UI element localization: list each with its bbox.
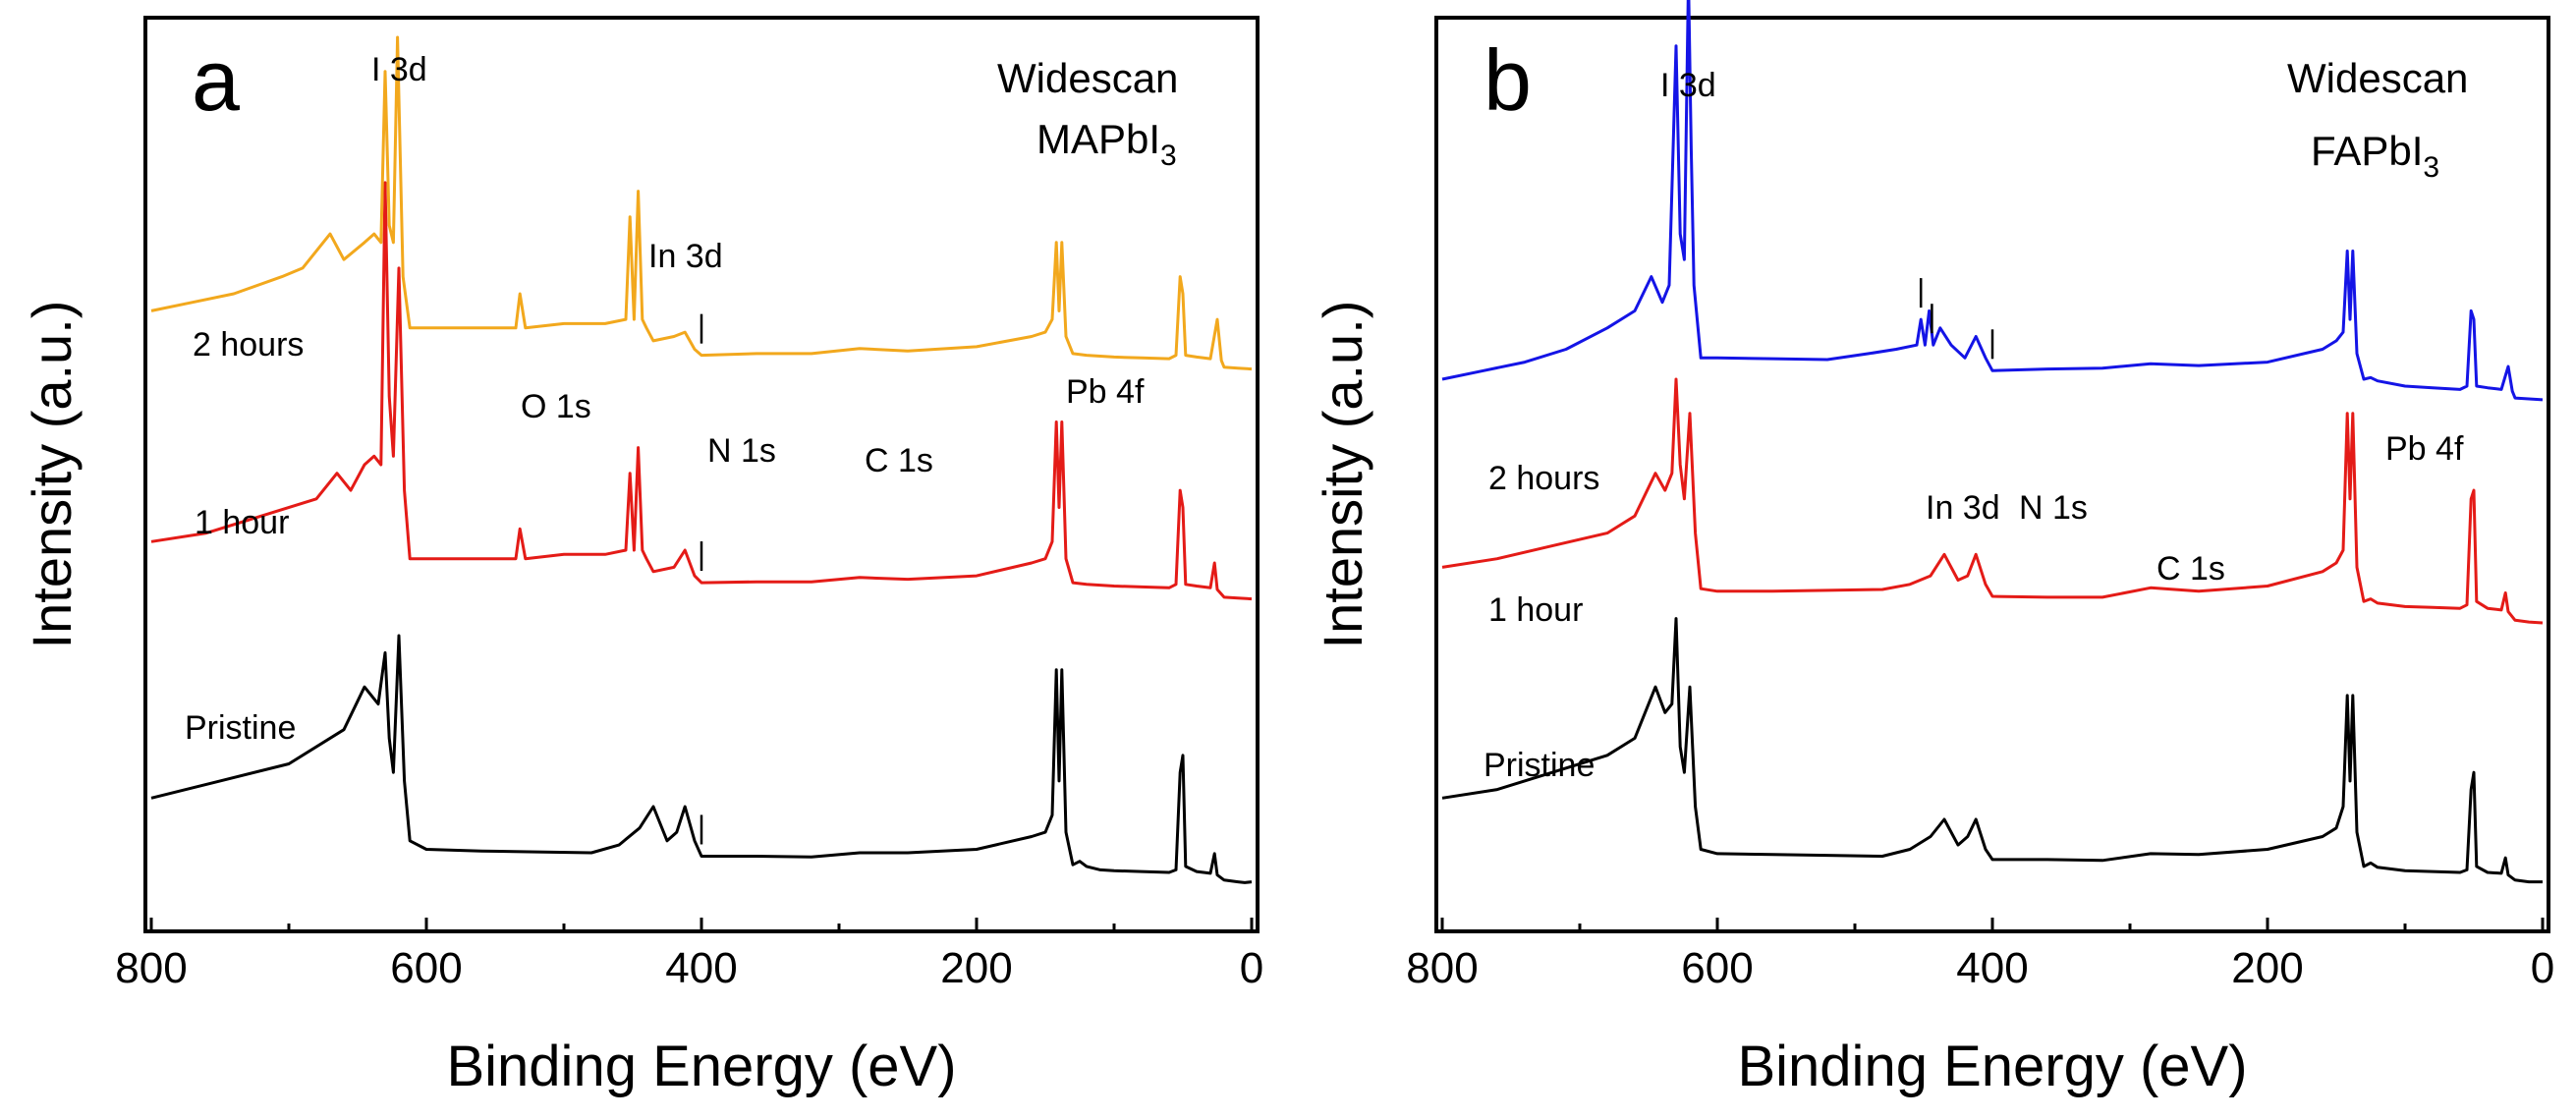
panel-b-peak-labels: I 3d In 3d N 1s C 1s Pb 4f (1660, 67, 2464, 588)
panel-b-xtick-label-0: 0 (2531, 944, 2554, 992)
panel-b-trace-2-hours (1441, 0, 2544, 402)
panel-a-letter: a (192, 31, 240, 129)
panel-a-xtick-label-400: 400 (665, 944, 737, 992)
panel-b-xtick-label-200: 200 (2231, 944, 2303, 992)
panel-a-peak-label-c-1s: C 1s (865, 442, 933, 479)
panel-b-series (1441, 0, 2544, 884)
panel-a-xtick-label-600: 600 (390, 944, 462, 992)
panel-b-series-label-2-hours: 2 hours (1488, 460, 1599, 497)
panel-a-trace-2-hours (150, 35, 1253, 371)
panel-b-material-subscript: 3 (2423, 151, 2439, 184)
panel-a-material-subscript: 3 (1160, 140, 1177, 172)
panel-b-peak-label-c-1s: C 1s (2156, 550, 2225, 588)
panel-a-peak-label-n-1s: N 1s (707, 432, 776, 470)
panel-a-widescan-label: Widescan (997, 55, 1178, 101)
panel-a-peak-label-in-3d: In 3d (648, 238, 723, 275)
panel-a-peak-label-i-3d: I 3d (371, 51, 427, 88)
panel-b-xtick-label-600: 600 (1681, 944, 1753, 992)
panel-a-series-labels: Pristine 1 hour 2 hours (185, 326, 304, 747)
panel-a-trace-pristine (150, 634, 1253, 884)
panel-b-marker-ticks (1919, 278, 1994, 360)
panel-b-widescan-label: Widescan (2287, 55, 2468, 101)
panel-b-series-labels: Pristine 1 hour 2 hours (1484, 460, 1599, 784)
panel-b-trace-1-hour (1441, 377, 2544, 625)
panel-b-peak-label-pb-4f: Pb 4f (2385, 430, 2464, 468)
panel-b-material-label: FAPbI3 (2311, 128, 2439, 184)
panel-a-material-label: MAPbI3 (1036, 116, 1177, 172)
panel-b-series-label-pristine: Pristine (1484, 747, 1595, 784)
panel-a-xtick-label-800: 800 (115, 944, 187, 992)
panel-b-letter: b (1484, 31, 1532, 129)
panel-b-xtick-label-800: 800 (1406, 944, 1478, 992)
panel-b-peak-label-n-1s: N 1s (2019, 489, 2088, 527)
panel-a-x-tick-labels: 800 600 400 200 0 (115, 944, 1263, 992)
panel-b-xtick-label-400: 400 (1956, 944, 2028, 992)
panel-a-series-label-2-hours: 2 hours (193, 326, 304, 364)
panel-a-x-axis-label: Binding Energy (eV) (446, 1035, 956, 1098)
panel-a-series-label-1-hour: 1 hour (195, 504, 289, 541)
panel-a: 800 600 400 200 0 I 3d In 3d O 1s N 1s C 1s Pb 4f… (21, 16, 1263, 1098)
panel-a-trace-1-hour (150, 181, 1253, 601)
panel-a-series (150, 35, 1253, 884)
panel-a-material-prefix: MAPbI (1036, 116, 1160, 162)
panel-b-x-axis-label: Binding Energy (eV) (1737, 1035, 2247, 1098)
panel-a-peak-label-pb-4f: Pb 4f (1066, 373, 1145, 411)
panel-b-y-axis-label: Intensity (a.u.) (1312, 301, 1373, 649)
panel-b-peak-label-in-3d: In 3d (1926, 489, 2000, 527)
panel-a-peak-labels: I 3d In 3d O 1s N 1s C 1s Pb 4f (371, 51, 1145, 479)
panel-b-material-prefix: FAPbI (2311, 128, 2423, 174)
panel-b-peak-label-i-3d: I 3d (1660, 67, 1716, 104)
panel-a-peak-label-o-1s: O 1s (521, 388, 591, 425)
panel-a-xtick-label-200: 200 (940, 944, 1012, 992)
panel-b: 800 600 400 200 0 I 3d In 3d N 1s C 1s Pb 4f Pri… (1312, 0, 2554, 1098)
panel-b-trace-pristine (1441, 617, 2543, 884)
panel-b-x-tick-labels: 800 600 400 200 0 (1406, 944, 2554, 992)
panel-a-series-label-pristine: Pristine (185, 709, 296, 747)
panel-b-x-ticks (1440, 918, 2545, 931)
panel-b-series-label-1-hour: 1 hour (1488, 591, 1583, 629)
panel-a-x-ticks (149, 918, 1254, 931)
panel-a-xtick-label-0: 0 (1240, 944, 1263, 992)
panel-a-y-axis-label: Intensity (a.u.) (21, 301, 83, 649)
